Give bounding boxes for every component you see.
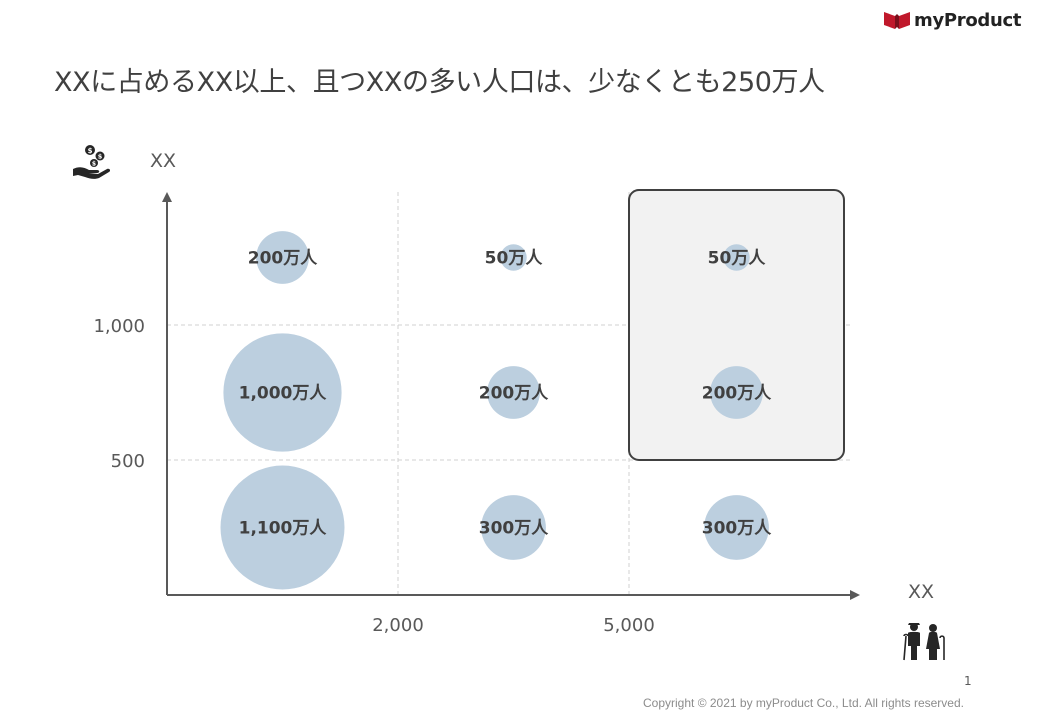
y-axis-label: XX bbox=[150, 150, 177, 172]
bubble bbox=[500, 244, 527, 271]
bubble-label: 200万人 bbox=[248, 249, 318, 269]
bubble-label: 300万人 bbox=[702, 519, 772, 539]
bubble-label: 1,000万人 bbox=[239, 384, 328, 404]
bubble bbox=[256, 231, 309, 284]
money-hand-icon: $ $ $ bbox=[73, 145, 111, 179]
bubble-label: 300万人 bbox=[479, 519, 549, 539]
y-axis-arrow bbox=[162, 192, 172, 202]
brand-mark-icon bbox=[884, 12, 910, 29]
y-tick-label: 1,000 bbox=[93, 316, 145, 337]
y-tick-label: 500 bbox=[111, 451, 145, 472]
highlight-box bbox=[628, 189, 845, 461]
bubble bbox=[487, 366, 540, 419]
bubble bbox=[704, 495, 769, 560]
bubble-label: 50万人 bbox=[485, 249, 544, 269]
brand-logo: myProduct bbox=[884, 8, 1022, 32]
copyright-text: Copyright © 2021 by myProduct Co., Ltd. … bbox=[643, 696, 964, 710]
bubble-label: 1,100万人 bbox=[239, 519, 328, 539]
bubble-label: 200万人 bbox=[479, 384, 549, 404]
x-tick-label: 2,000 bbox=[372, 615, 424, 636]
brand-name: myProduct bbox=[914, 9, 1022, 31]
svg-text:$: $ bbox=[98, 153, 103, 161]
bubble bbox=[223, 333, 342, 452]
bubble-label: 200万人 bbox=[702, 384, 772, 404]
svg-text:$: $ bbox=[88, 147, 93, 155]
bubble bbox=[481, 495, 546, 560]
page-title: XXに占めるXX以上、且つXXの多い人口は、少なくとも250万人 bbox=[54, 67, 825, 98]
bubble bbox=[220, 465, 345, 590]
x-tick-label: 5,000 bbox=[603, 615, 655, 636]
x-axis-arrow bbox=[850, 590, 860, 600]
bubble bbox=[710, 366, 763, 419]
bubble bbox=[723, 244, 750, 271]
page-number: 1 bbox=[964, 674, 972, 688]
elderly-couple-icon bbox=[903, 623, 945, 661]
bubble-label: 50万人 bbox=[708, 249, 767, 269]
x-axis-label: XX bbox=[908, 581, 935, 603]
svg-text:$: $ bbox=[92, 161, 96, 168]
